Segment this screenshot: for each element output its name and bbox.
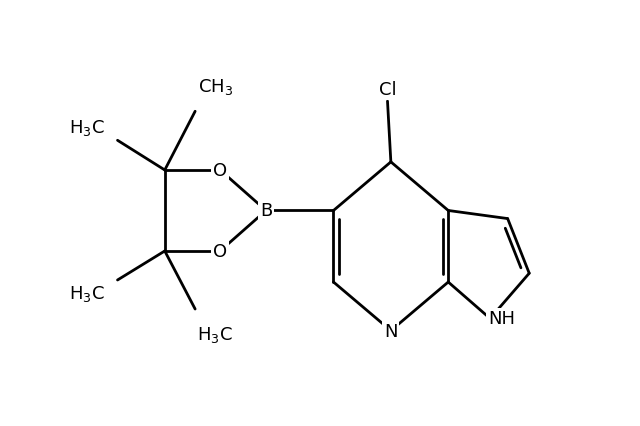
Text: O: O — [213, 161, 227, 179]
Text: NH: NH — [488, 310, 515, 328]
Text: N: N — [384, 322, 397, 340]
Text: H$_3$C: H$_3$C — [69, 284, 105, 304]
Text: H$_3$C: H$_3$C — [198, 324, 233, 344]
Text: CH$_3$: CH$_3$ — [198, 77, 233, 97]
Text: B: B — [260, 202, 272, 220]
Text: O: O — [213, 242, 227, 260]
Text: Cl: Cl — [379, 81, 396, 99]
Text: H$_3$C: H$_3$C — [69, 118, 105, 138]
